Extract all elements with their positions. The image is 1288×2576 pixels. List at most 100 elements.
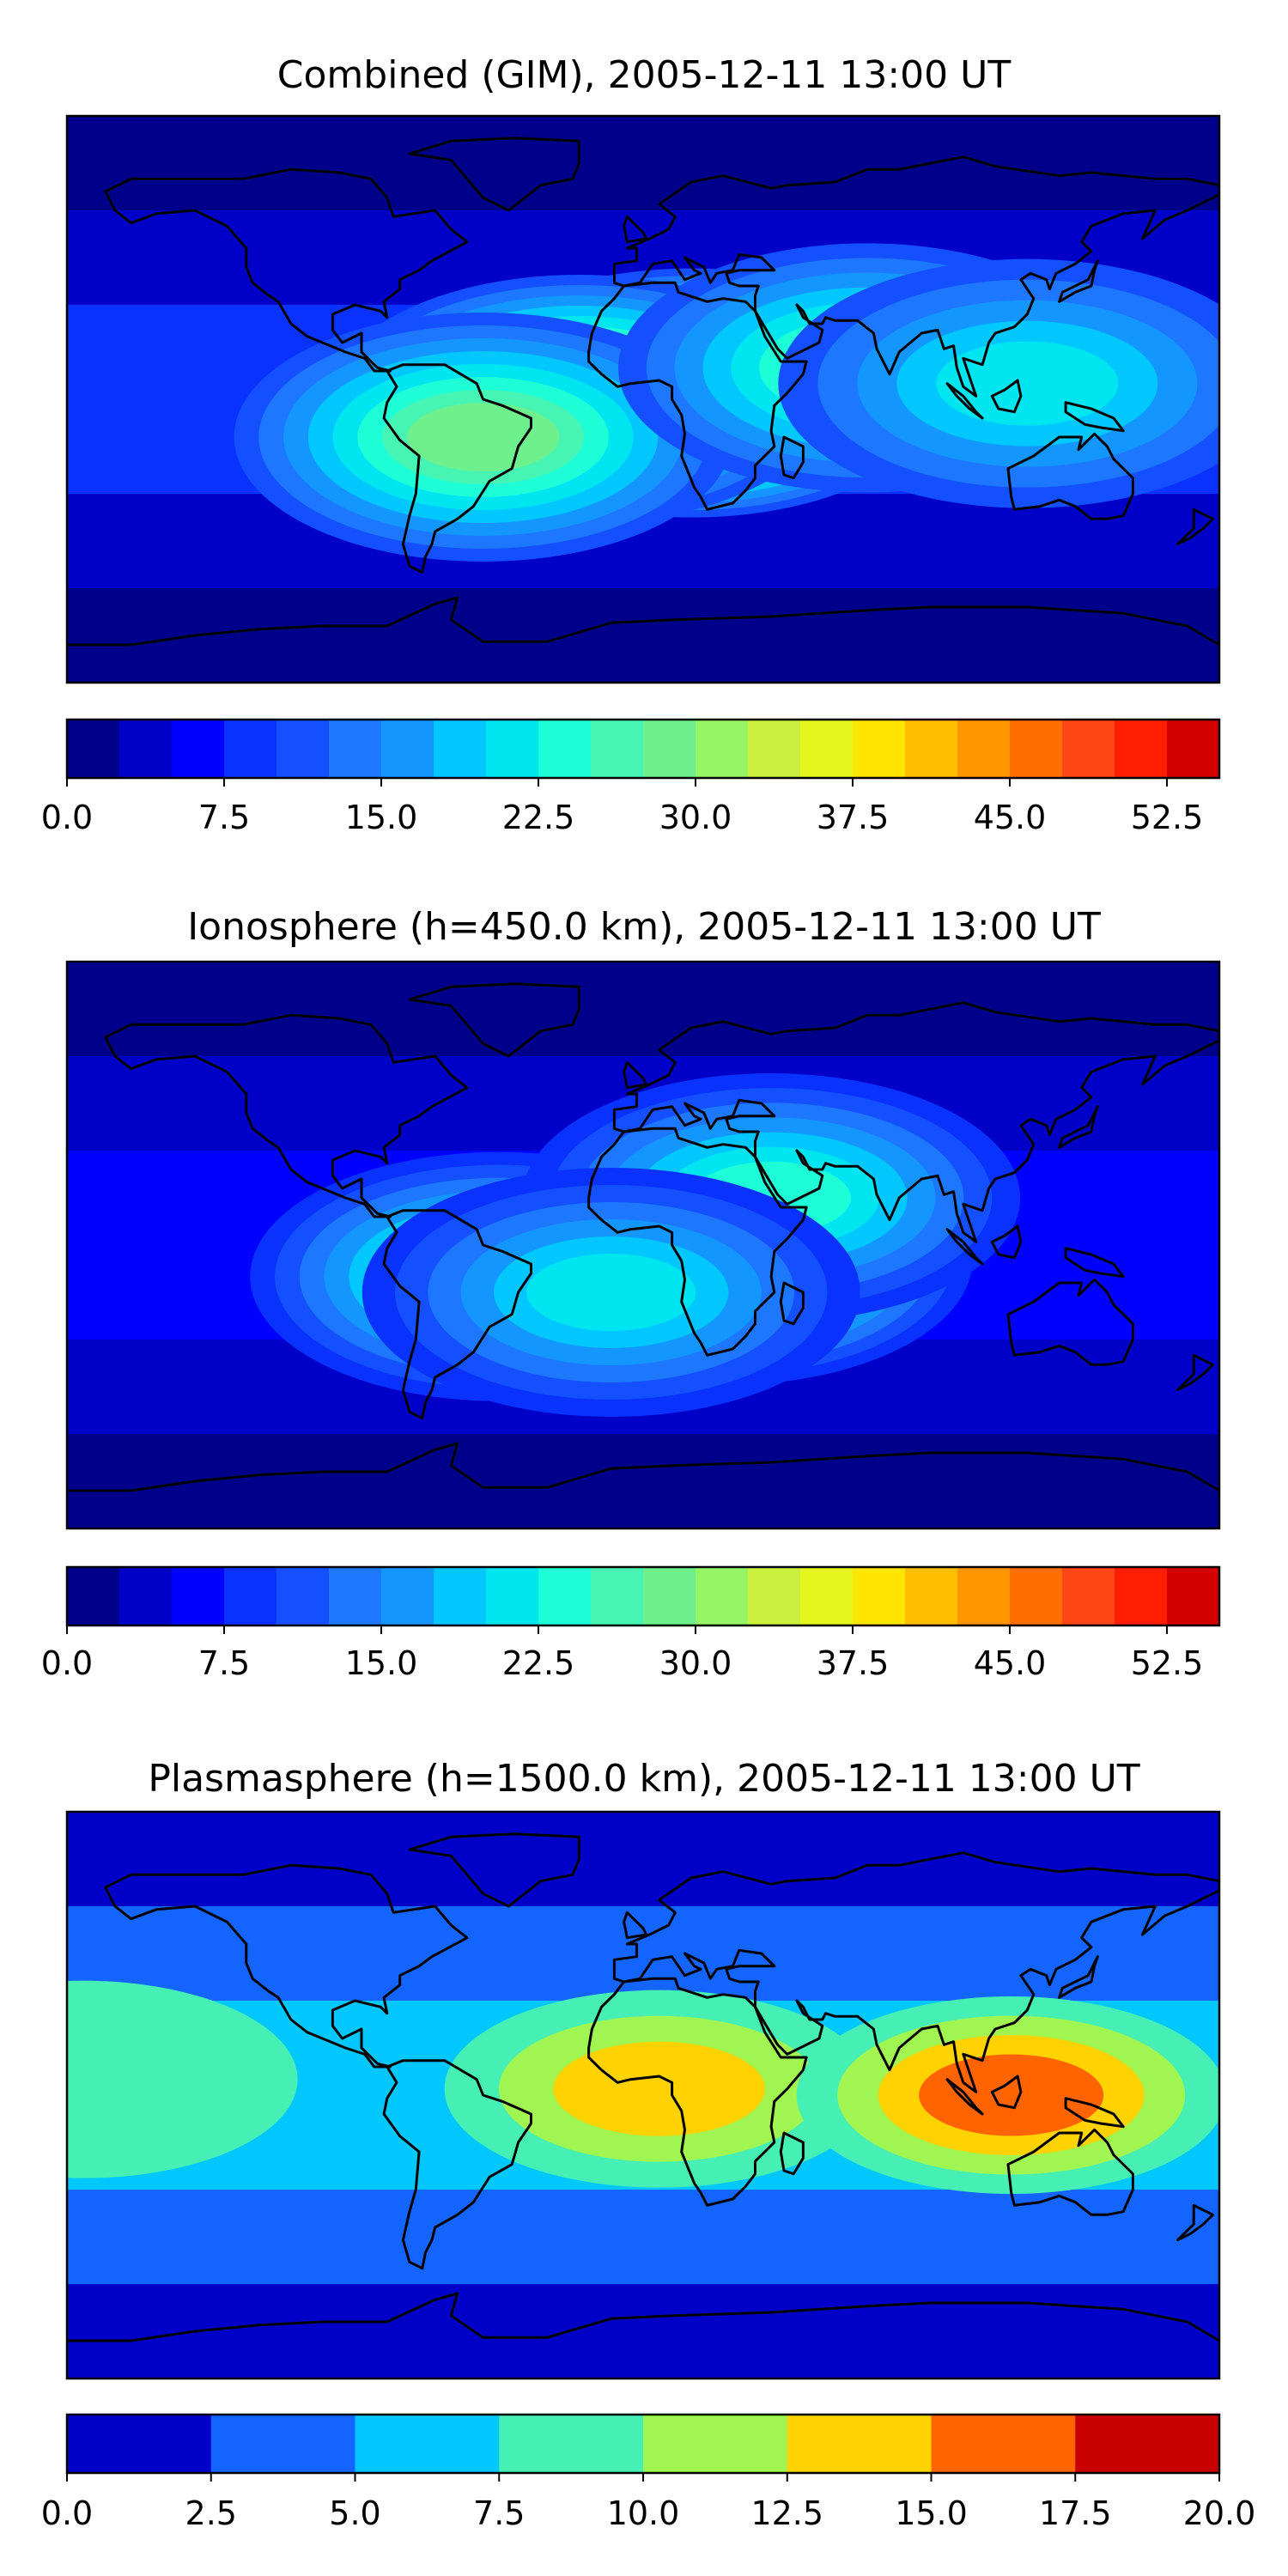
colorbar-tick-label: 20.0 [1183, 2494, 1256, 2532]
chart-title: Combined (GIM), 2005-12-11 13:00 UT [276, 53, 1012, 97]
coastline-eurasia [612, 155, 1219, 398]
contour-level [67, 1980, 298, 2178]
background-band [67, 1906, 1219, 2001]
coastline-sumatra [945, 1228, 984, 1266]
chart-ionosphere: 0.0 7.5 15.0 22.5 30.0 37.5 45.0 52.5 [41, 960, 1221, 1682]
blob-atlantic-crest [361, 1168, 860, 1417]
colorbar-swatch [276, 1567, 330, 1625]
coastline-britain [623, 1060, 648, 1090]
background-band [67, 1812, 1219, 1906]
coastline-britain [623, 215, 648, 244]
coastline-madagascar [779, 435, 805, 480]
coastline-eurasia [612, 1851, 1219, 2093]
coastline-new-guinea [1064, 2097, 1125, 2129]
colorbar-swatch [787, 2415, 932, 2473]
contour-level [526, 1254, 696, 1331]
colorbar-swatch [486, 1567, 539, 1625]
background-band [67, 116, 1219, 210]
colorbar-swatch [853, 720, 906, 778]
blob-africa-peak [444, 1990, 874, 2188]
map-field [67, 962, 1219, 1528]
coastline-south-america [382, 2059, 532, 2270]
colorbar-swatch [381, 720, 434, 778]
coastline-eurasia [612, 1001, 1219, 1243]
coastlines [67, 137, 1219, 647]
colorbar: 0.0 2.5 5.0 7.5 10.0 12.5 15.0 17.5 20.0 [41, 2413, 1256, 2532]
coastline-japan [1058, 1955, 1099, 1999]
colorbar-tick-label: 52.5 [1131, 799, 1204, 836]
coastline-new-zealand [1176, 507, 1214, 546]
colorbar-swatch [905, 720, 958, 778]
coastline-borneo [990, 2075, 1023, 2110]
colorbar-swatch [355, 2415, 500, 2473]
coastline-madagascar [779, 2131, 805, 2176]
colorbar-swatch [853, 1567, 906, 1625]
colorbar-tick-label: 30.0 [659, 799, 732, 836]
coastline-north-america [104, 1013, 469, 1218]
colorbar-tick-label: 12.5 [750, 2494, 823, 2532]
chart-title: Plasmasphere (h=1500.0 km), 2005-12-11 1… [148, 1757, 1140, 1801]
coastline-africa [587, 281, 808, 511]
colorbar-swatch [591, 720, 644, 778]
colorbar: 0.0 7.5 15.0 22.5 30.0 37.5 45.0 52.5 [41, 718, 1221, 836]
coastline-south-america [382, 1209, 532, 1420]
background-band [67, 1434, 1219, 1528]
colorbar-swatch [1167, 1567, 1220, 1625]
colorbar-tick-label: 7.5 [473, 2494, 525, 2532]
colorbar-swatch [931, 2415, 1076, 2473]
colorbar-swatch [434, 720, 487, 778]
coastlines [67, 1832, 1219, 2342]
colorbar-swatch [748, 720, 801, 778]
colorbar-tick-label: 15.0 [345, 799, 418, 836]
colorbar-swatch [538, 1567, 592, 1625]
coastline-new-guinea [1064, 401, 1125, 433]
colorbar-swatch [800, 720, 854, 778]
map-field [67, 116, 1219, 683]
colorbar: 0.0 7.5 15.0 22.5 30.0 37.5 45.0 52.5 [41, 1565, 1221, 1682]
coastline-new-guinea [1064, 1247, 1125, 1279]
colorbar-swatch [67, 2415, 212, 2473]
colorbar-swatch [210, 2415, 355, 2473]
colorbar-swatch [538, 720, 592, 778]
colorbar-swatch [499, 2415, 644, 2473]
map-frame [65, 960, 1221, 1530]
blob-south-america-crest [234, 313, 732, 562]
colorbar-swatch [119, 720, 173, 778]
background-band [67, 588, 1219, 683]
panel-combined: Combined (GIM), 2005-12-11 13:00 UT 0.0 7… [0, 0, 1288, 859]
colorbar-swatch [643, 1567, 696, 1625]
coastline-sumatra [945, 382, 984, 420]
colorbar-tick-label: 7.5 [198, 1644, 250, 1682]
colorbar-swatch [276, 720, 330, 778]
colorbar-frame [65, 1565, 1221, 1627]
colorbar-tick-label: 15.0 [345, 1644, 418, 1682]
colorbar-swatch [800, 1567, 854, 1625]
colorbar-swatch [957, 720, 1011, 778]
chart-combined: 0.0 7.5 15.0 22.5 30.0 37.5 45.0 52.5 [41, 114, 1221, 836]
colorbar-tick-label: 37.5 [817, 1644, 890, 1682]
colorbar-swatch [591, 1567, 644, 1625]
colorbar-swatch [696, 1567, 749, 1625]
coastline-greenland [408, 982, 580, 1058]
blob-pacific-crest [67, 1980, 298, 2178]
colorbar-swatch [486, 720, 539, 778]
coastline-new-zealand [1176, 2203, 1214, 2242]
coastline-north-america [104, 1863, 469, 2069]
colorbar-swatch [1075, 2415, 1220, 2473]
colorbar-tick-label: 10.0 [607, 2494, 680, 2532]
coastlines [67, 982, 1219, 1492]
colorbar-tick-label: 37.5 [817, 799, 890, 836]
coastline-sumatra [945, 2078, 984, 2116]
colorbar-swatch [329, 720, 382, 778]
coastline-south-america [382, 363, 532, 574]
coastline-borneo [990, 1224, 1023, 1260]
colorbar-swatch [1010, 1567, 1063, 1625]
colorbar-swatch [434, 1567, 487, 1625]
background-band [67, 2284, 1219, 2379]
colorbar-tick-label: 0.0 [41, 799, 93, 836]
coastline-greenland [408, 1832, 580, 1908]
coastline-borneo [990, 379, 1023, 414]
coastline-japan [1058, 259, 1099, 303]
colorbar-swatch [1010, 720, 1063, 778]
colorbar-swatch [1062, 1567, 1115, 1625]
